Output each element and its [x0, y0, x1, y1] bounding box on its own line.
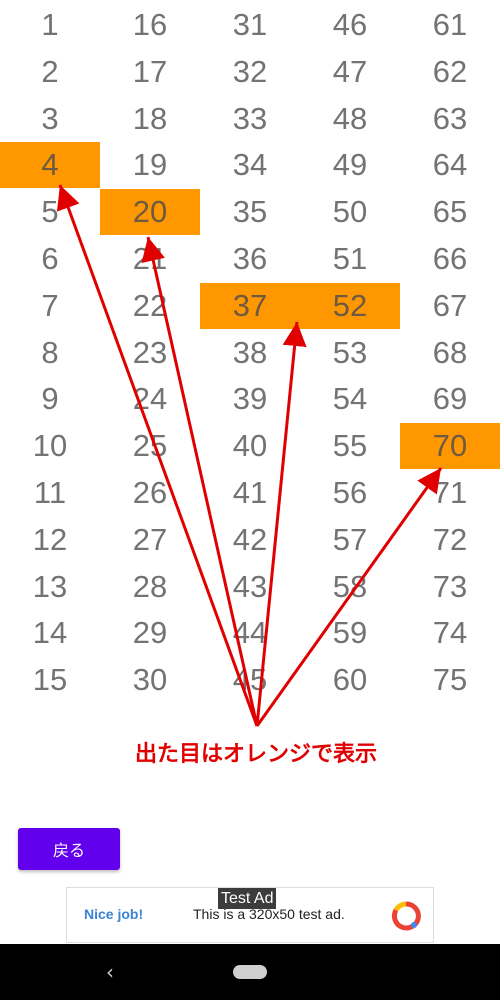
number-cell: 9 [41, 381, 59, 417]
number-cell: 46 [332, 7, 368, 42]
drawn-number-cell: 52 [300, 282, 400, 329]
number-cell: 53 [332, 334, 368, 370]
number-cell: 17 [132, 53, 168, 89]
number-cell: 8 [41, 334, 59, 370]
number-cell: 14 [32, 615, 68, 651]
number-cell: 45 [232, 662, 268, 698]
number-cell: 32 [232, 53, 268, 89]
number-cell: 5 [41, 194, 59, 230]
number-cell: 11 [33, 475, 67, 510]
number-cell: 3 [41, 100, 59, 136]
drawn-number-cell: 20 [100, 189, 200, 236]
number-cell: 34 [232, 147, 268, 183]
number-cell: 29 [132, 615, 168, 651]
test-ad-badge: Test Ad [218, 888, 277, 909]
number-cell: 27 [132, 521, 168, 557]
number-cell: 16 [132, 7, 168, 42]
number-cell: 10 [32, 428, 68, 464]
ad-headline[interactable]: Nice job! [84, 906, 144, 922]
number-cell: 50 [332, 194, 368, 230]
number-cell: 6 [41, 241, 59, 276]
number-cell: 74 [432, 615, 468, 651]
number-cell: 43 [232, 568, 268, 604]
number-cell: 64 [432, 147, 468, 183]
number-cell: 42 [232, 521, 268, 557]
number-cell: 61 [432, 7, 468, 42]
number-cell: 57 [332, 521, 368, 557]
nav-back-icon[interactable]: ‹ [106, 960, 114, 984]
number-cell: 59 [332, 615, 368, 651]
number-cell: 18 [132, 100, 168, 136]
number-cell: 38 [232, 334, 268, 370]
number-cell: 35 [232, 194, 268, 230]
number-cell: 71 [432, 475, 468, 510]
number-cell: 67 [432, 287, 468, 323]
number-cell: 30 [132, 662, 168, 698]
number-grid: 1 2 3 4 5 6 7 8 9 10 11 12 13 14 15 16 17 18 19 20 21 22 23 24 2… [0, 7, 500, 698]
number-cell: 24 [132, 381, 168, 417]
number-cell: 63 [432, 100, 468, 136]
number-cell: 7 [41, 287, 59, 323]
number-cell: 55 [332, 428, 368, 464]
number-cell: 21 [132, 241, 168, 276]
number-cell: 75 [432, 662, 468, 698]
number-cell: 25 [132, 428, 168, 464]
number-cell: 51 [332, 241, 368, 276]
back-button[interactable]: 戻る [18, 828, 120, 870]
number-cell: 31 [232, 7, 268, 42]
number-cell: 12 [32, 521, 68, 557]
number-cell: 48 [332, 100, 368, 136]
number-cell: 33 [232, 100, 268, 136]
legend-note: 出た目はオレンジで表示 [134, 742, 377, 767]
number-cell: 58 [332, 568, 368, 604]
number-cell: 62 [432, 53, 468, 89]
number-cell: 41 [232, 475, 268, 510]
number-cell: 13 [32, 568, 68, 604]
ad-logo-icon [391, 901, 421, 931]
drawn-number-cell: 4 [0, 142, 100, 189]
number-cell: 54 [332, 381, 368, 417]
number-cell: 60 [332, 662, 368, 698]
number-cell: 68 [432, 334, 468, 370]
number-cell: 66 [432, 241, 468, 276]
number-cell: 44 [232, 615, 268, 651]
drawn-number-cell: 37 [200, 282, 300, 329]
number-cell: 40 [232, 428, 268, 464]
ad-text[interactable]: This is a 320x50 test ad. [193, 906, 345, 922]
number-cell: 28 [132, 568, 168, 604]
number-cell: 73 [432, 568, 468, 604]
number-cell: 72 [432, 521, 468, 557]
number-cell: 36 [232, 241, 268, 276]
number-cell: 22 [132, 287, 168, 323]
number-cell: 1 [41, 7, 59, 42]
number-cell: 49 [332, 147, 368, 183]
number-cell: 47 [332, 53, 368, 89]
number-cell: 15 [32, 662, 68, 698]
number-cell: 23 [132, 334, 168, 370]
number-cell: 19 [132, 147, 168, 183]
number-cell: 65 [432, 194, 468, 230]
number-cell: 69 [432, 381, 468, 417]
number-cell: 56 [332, 475, 368, 510]
number-cell: 39 [232, 381, 268, 417]
drawn-number-cell: 70 [400, 423, 500, 470]
nav-home-icon[interactable] [233, 965, 267, 979]
number-cell: 2 [41, 53, 59, 89]
number-cell: 26 [132, 475, 168, 510]
